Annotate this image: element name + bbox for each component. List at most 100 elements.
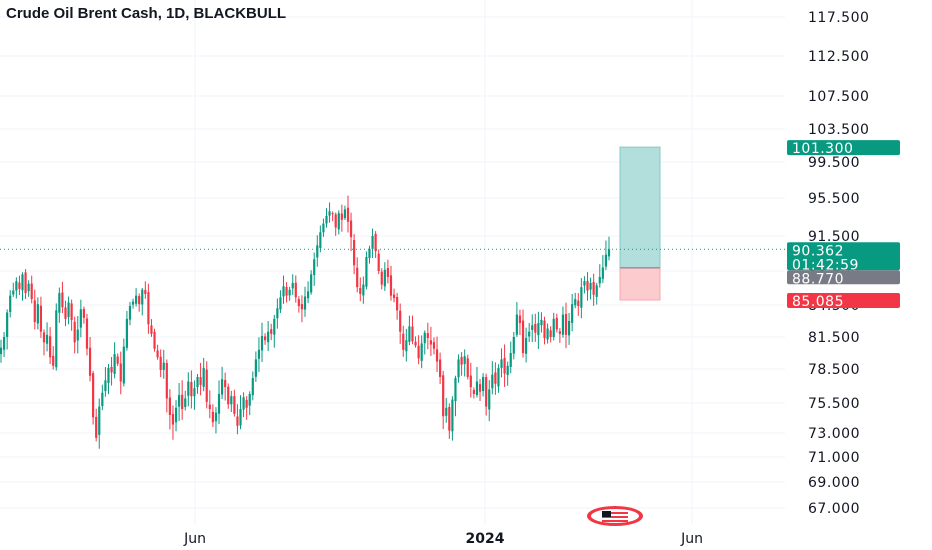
y-tick-label: 69.000 [808, 475, 860, 491]
candle [128, 301, 132, 326]
candle [276, 298, 279, 329]
candle [567, 312, 571, 345]
candle [509, 341, 512, 374]
candle [224, 372, 227, 401]
candle [205, 361, 208, 409]
candle [239, 395, 242, 430]
candle [445, 397, 448, 423]
candle [6, 309, 9, 350]
candle [79, 299, 82, 338]
candle [300, 295, 304, 323]
candle [571, 293, 574, 332]
candle [328, 202, 331, 223]
y-tick-label: 73.000 [808, 426, 860, 442]
candle [196, 374, 199, 394]
candle [518, 309, 522, 335]
candle [193, 380, 196, 410]
candle [515, 302, 518, 337]
candle [485, 373, 488, 416]
time-axis[interactable]: Jun 2024 Jun [183, 531, 703, 547]
candle [147, 283, 150, 334]
candle [282, 275, 285, 304]
profit-zone[interactable] [619, 146, 661, 269]
candle [343, 205, 347, 221]
candle [107, 363, 110, 395]
y-tick-label: 67.000 [808, 501, 860, 517]
candle [174, 400, 178, 432]
candle [165, 359, 168, 413]
candle [561, 306, 565, 338]
candle [260, 322, 264, 362]
current-price-tag-text: 01:42:59 [792, 257, 859, 273]
y-tick-label: 75.500 [808, 396, 860, 412]
candle [491, 361, 494, 395]
candle [524, 327, 528, 363]
candle [138, 293, 141, 312]
candle [488, 380, 491, 422]
candle [405, 328, 408, 362]
candle [190, 370, 193, 409]
candle [285, 282, 288, 303]
candle [202, 357, 205, 392]
candle [227, 383, 230, 409]
candle [362, 276, 365, 304]
candle [144, 281, 147, 299]
candle [577, 292, 580, 316]
candle [555, 313, 558, 333]
candle [150, 319, 153, 337]
candle [15, 277, 18, 299]
candle [528, 322, 531, 342]
candle [248, 391, 251, 416]
candle [270, 323, 273, 341]
candle [313, 252, 316, 286]
tradingview-flag-logo-icon [587, 506, 643, 526]
candle [291, 274, 294, 295]
candle [61, 281, 64, 314]
candle [85, 313, 89, 356]
candle [435, 336, 439, 372]
candle [2, 332, 6, 358]
current-price-tag-text: 90.362 [792, 243, 844, 259]
long-position-tool[interactable] [619, 146, 661, 301]
entry-price-tag: 88.770 [787, 270, 900, 287]
loss-zone[interactable] [619, 267, 661, 301]
candle [310, 270, 313, 295]
candle [101, 384, 104, 411]
candle [399, 303, 402, 344]
candle [199, 362, 202, 396]
candle [534, 313, 537, 342]
candle [131, 298, 135, 309]
candle [531, 314, 534, 342]
y-tick-label: 78.500 [808, 362, 860, 378]
candle [580, 278, 583, 319]
price-axis[interactable]: 117.500 112.500 107.500 103.500 99.500 95.500… [808, 10, 869, 517]
candle [408, 315, 411, 346]
y-tick-label: 117.500 [808, 10, 869, 26]
candle [512, 331, 515, 360]
candle [125, 311, 128, 351]
candle [448, 403, 451, 439]
candle [92, 370, 95, 425]
candle [423, 330, 426, 355]
candle [316, 235, 319, 267]
candle [33, 289, 36, 330]
candle [494, 362, 497, 395]
y-tick-label: 107.500 [808, 89, 869, 105]
y-tick-label: 99.500 [808, 155, 860, 171]
candle [598, 264, 601, 288]
candle [592, 273, 595, 306]
candle [337, 210, 340, 235]
candle [162, 349, 165, 379]
candle [220, 366, 224, 400]
candle [263, 333, 267, 345]
candle [429, 326, 432, 356]
candle [30, 275, 33, 304]
chart-title: Crude Oil Brent Cash, 1D, BLACKBULL [6, 5, 286, 22]
target-price-tag: 101.300 [787, 140, 900, 157]
candle [0, 339, 3, 363]
candle [439, 352, 442, 384]
candle [349, 212, 353, 252]
